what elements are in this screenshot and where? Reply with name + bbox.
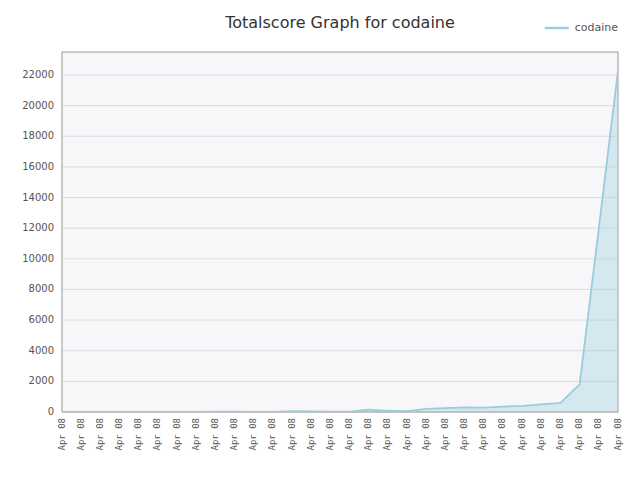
- x-tick-label: Apr 08: [555, 418, 565, 451]
- title: Totalscore Graph for codaine: [224, 13, 455, 32]
- x-tick-label: Apr 08: [402, 418, 412, 451]
- x-tick-label: Apr 08: [76, 418, 86, 451]
- x-tick-label: Apr 08: [344, 418, 354, 451]
- grid-line: [62, 228, 618, 229]
- x-tick-label: Apr 08: [267, 418, 277, 451]
- x-tick-label: Apr 08: [517, 418, 527, 451]
- grid-line: [62, 381, 618, 382]
- grid-line: [62, 289, 618, 290]
- y-tick-label: 16000: [22, 161, 54, 172]
- grid-line: [62, 166, 618, 167]
- x-tick-label: Apr 08: [421, 418, 431, 451]
- grid-line: [62, 350, 618, 351]
- x-tick-label: Apr 08: [574, 418, 584, 451]
- x-tick-label: Apr 08: [382, 418, 392, 451]
- x-tick-label: Apr 08: [152, 418, 162, 451]
- chart: 0 2000 4000 6000 8000 10000 12000 14000 16000 180…: [0, 0, 640, 480]
- grid-line: [62, 74, 618, 75]
- grid-line: [62, 105, 618, 106]
- y-tick-label: 6000: [29, 314, 54, 325]
- plot-frame: [62, 52, 618, 412]
- x-tick-label: Apr 08: [478, 418, 488, 451]
- x-tick-label: Apr 08: [536, 418, 546, 451]
- data-group: [62, 70, 618, 412]
- y-axis: 0 2000 4000 6000 8000 10000 12000 14000 16000 180…: [22, 69, 54, 417]
- x-tick-label: Apr 08: [325, 418, 335, 451]
- x-tick-label: Apr 08: [613, 418, 623, 451]
- y-tick-label: 10000: [22, 253, 54, 264]
- area-fill: [62, 70, 618, 412]
- grid-line: [62, 136, 618, 137]
- grid-line: [62, 197, 618, 198]
- y-tick-label: 22000: [22, 69, 54, 80]
- y-tick-label: 4000: [29, 345, 54, 356]
- x-tick-label: Apr 08: [497, 418, 507, 451]
- legend: codaine: [545, 21, 619, 34]
- x-tick-label: Apr 08: [306, 418, 316, 451]
- x-tick-label: Apr 08: [287, 418, 297, 451]
- y-grid: [62, 75, 618, 412]
- x-tick-label: Apr 08: [133, 418, 143, 451]
- y-tick-label: 18000: [22, 130, 54, 141]
- x-tick-label: Apr 08: [210, 418, 220, 451]
- plot-area: [62, 52, 618, 412]
- x-tick-label: Apr 08: [95, 418, 105, 451]
- series-line: [62, 70, 618, 412]
- y-tick-label: 20000: [22, 100, 54, 111]
- x-tick-label: Apr 08: [172, 418, 182, 451]
- x-tick-label: Apr 08: [191, 418, 201, 451]
- legend-label: codaine: [575, 21, 619, 34]
- y-tick-label: 14000: [22, 192, 54, 203]
- y-tick-label: 8000: [29, 283, 54, 294]
- x-tick-label: Apr 08: [114, 418, 124, 451]
- x-tick-label: Apr 08: [459, 418, 469, 451]
- y-tick-label: 0: [48, 406, 54, 417]
- x-tick-label: Apr 08: [57, 418, 67, 451]
- grid-line: [62, 320, 618, 321]
- legend-swatch: [545, 27, 569, 30]
- x-tick-label: Apr 08: [440, 418, 450, 451]
- grid-line: [62, 258, 618, 259]
- x-axis: Apr 08 Apr 08 Apr 08 Apr 08 Apr 08 Apr 08 Apr …: [57, 418, 623, 451]
- y-tick-label: 12000: [22, 222, 54, 233]
- x-tick-label: Apr 08: [363, 418, 373, 451]
- y-tick-label: 2000: [29, 375, 54, 386]
- x-tick-label: Apr 08: [248, 418, 258, 451]
- x-tick-label: Apr 08: [229, 418, 239, 451]
- x-tick-label: Apr 08: [593, 418, 603, 451]
